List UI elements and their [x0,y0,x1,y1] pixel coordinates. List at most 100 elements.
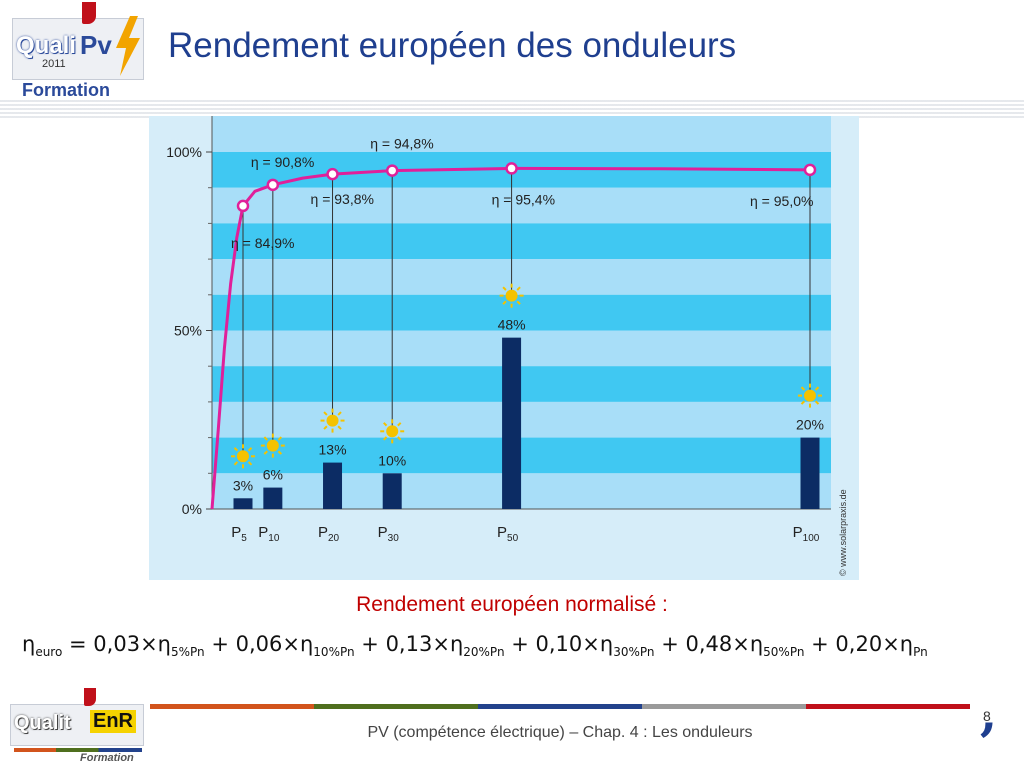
formula-plus: + [504,632,536,656]
qualipv-logo: Quali Pv 2011 Formation [12,2,144,100]
x-tick-label: P20 [318,524,340,544]
footer-bar-5 [806,704,970,709]
sun-icon [380,419,405,444]
formula-eta-sub: 30%Pn [613,645,655,660]
eta-label: η = 84,9% [231,235,294,251]
plot-band [212,223,831,260]
plot-band-top [212,116,831,152]
x-tick-main: P [497,524,507,541]
formula-eta: η [749,632,764,656]
efficiency-chart: 100%50%0%3%P56%P1013%P2010%P3048%P5020%P… [166,116,848,576]
plot-band [212,401,831,438]
formula-eta: η [449,632,464,656]
footer-bar-4 [642,704,806,709]
plot-band [212,187,831,224]
bar-value-label: 10% [378,452,406,468]
efficiency-marker [236,199,250,213]
plot-band [212,437,831,474]
formula-eta-sub: 20%Pn [463,645,505,660]
footer-bar-2 [314,704,478,709]
efficiency-marker [326,167,339,181]
formula-eta-sub: Pn [913,645,928,660]
sun-icon [231,444,255,469]
chart-credit: © www.solarpraxis.de [838,489,848,576]
formula-eta-sub: 5%Pn [170,645,205,660]
formula-plus: + [204,632,236,656]
formula-eta: η [899,632,914,656]
x-tick-label: P30 [378,524,400,544]
lightning-icon [116,16,140,76]
footer-color-bars [150,704,970,709]
footer-bar-3 [478,704,642,709]
formula-eta: η [299,632,314,656]
bar-value-label: 20% [796,417,824,433]
eta-label: η = 95,0% [750,193,813,209]
formula-times: × [282,632,300,656]
plot-band [212,366,831,402]
qualitenr-logo: Qualit EnR Formation [10,688,144,766]
sun-icon [260,433,285,458]
bar [323,462,343,509]
formula-coefficient: 0,13 [385,632,433,656]
formula-times: × [882,632,900,656]
logo-box [12,18,144,80]
page-number: 8 [983,708,991,724]
logo-formation: Formation [22,80,110,100]
logo-bottom-formation: Formation [80,752,134,764]
bar-value-label: 3% [233,477,253,493]
logo-bottom-quote-icon [84,688,96,706]
plot-band [212,473,831,509]
x-tick-main: P [231,524,241,541]
formula-lhs-sub: euro [35,645,63,660]
y-tick-label: 100% [166,144,202,160]
header-band [0,0,1024,100]
chart-frame: 100% 50% 0% 3% P5 6% P10 13% P20 10% P30 48% P50 20% P… [149,116,859,580]
x-tick-sub: 50 [507,533,519,544]
x-tick-label: P100 [793,524,820,544]
footer-bar-1 [150,704,314,709]
x-tick-sub: 5 [241,533,247,544]
efficiency-marker [385,164,399,177]
efficiency-marker [803,163,817,177]
formula-times: × [732,632,750,656]
bar-value-label: 6% [263,467,283,483]
formula-times: × [432,632,450,656]
formula-terms: 0,03×η5%Pn + 0,06×η10%Pn + 0,13×η20%Pn +… [93,632,928,660]
sun-icon [320,408,345,433]
eta-label: η = 93,8% [311,191,374,207]
x-tick-sub: 20 [328,533,340,544]
logo-year: 2011 [42,58,66,70]
bar [233,498,253,509]
formula-lhs-symbol: η [22,632,36,656]
x-tick-label: P50 [497,524,519,544]
formula-times: × [582,632,600,656]
header-rule [0,100,1024,120]
formula-eta-sub: 50%Pn [763,645,805,660]
efficiency-marker [505,162,518,175]
plot-band [212,294,831,331]
logo-word-pv: Pv [80,30,112,60]
eta-label: η = 95,4% [492,191,555,207]
formula-coefficient: 0,10 [535,632,583,656]
x-tick-label: P10 [258,524,280,544]
footer-text: PV (compétence électrique) – Chap. 4 : L… [367,724,753,741]
x-tick-sub: 100 [803,533,820,544]
bar [263,487,283,509]
formula-equals: = [69,632,87,656]
x-tick-main: P [258,524,268,541]
eta-label: η = 94,8% [370,136,433,152]
x-tick-sub: 10 [268,533,280,544]
formula-plus: + [804,632,836,656]
formula-eta-sub: 10%Pn [313,645,355,660]
formula-coefficient: 0,03 [93,632,141,656]
y-tick-label: 50% [174,323,202,339]
formula-plus: + [354,632,386,656]
x-tick-label: P5 [231,524,247,544]
formula-plus: + [654,632,686,656]
formula-coefficient: 0,20 [835,632,883,656]
x-tick-main: P [378,524,388,541]
x-tick-sub: 30 [388,533,400,544]
quote-icon: ’ [978,711,997,775]
formula-caption: Rendement européen normalisé : [356,593,668,616]
logo-quote-icon [82,2,96,24]
